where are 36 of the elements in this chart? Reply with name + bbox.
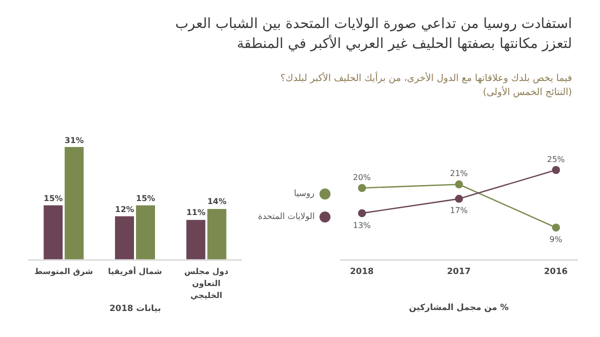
data-label: 14% bbox=[207, 197, 226, 206]
chart-title: استفادت روسيا من تداعي صورة الولايات المتحدة بين الشباب العرب لتعزز مكانتها بصفتها الحليف غير العربي الأكبر في المنطقة bbox=[174, 15, 572, 54]
x-tick-label: شرق المتوسط bbox=[33, 266, 94, 278]
x-tick-label: 2018 bbox=[350, 267, 374, 277]
data-label: 12% bbox=[115, 204, 134, 214]
x-tick-label: دول مجلس التعاون الخليجي bbox=[183, 266, 230, 302]
x-tick-label: 2016 bbox=[544, 267, 568, 277]
point bbox=[358, 209, 366, 218]
chart-subtitle: فيما يخص بلدك وعلاقاتها مع الدول الأخرى، من برأيك الحليف الأكبر لبلدك؟ (النتائج الخمس الأولى) bbox=[279, 72, 572, 100]
bar bbox=[44, 205, 63, 260]
x-tick-label: شمال أفريقيا bbox=[107, 266, 163, 278]
data-label: 17% bbox=[450, 206, 468, 216]
data-label: 11% bbox=[186, 208, 206, 218]
legend-label: الولايات المتحدة bbox=[258, 212, 315, 222]
data-label: 25% bbox=[547, 154, 565, 164]
point bbox=[455, 194, 463, 203]
data-label: 9% bbox=[550, 235, 562, 244]
bar bbox=[136, 205, 155, 260]
bar bbox=[186, 220, 206, 260]
point bbox=[552, 224, 560, 232]
x-axis-title: % من مجمل المشاركين bbox=[409, 303, 509, 313]
x-tick-label: 2017 bbox=[447, 267, 471, 277]
bar bbox=[115, 216, 134, 260]
bar bbox=[64, 147, 84, 260]
data-label: 20% bbox=[353, 172, 371, 182]
point bbox=[358, 184, 366, 192]
point bbox=[552, 166, 560, 174]
legend-label: روسيا bbox=[294, 189, 314, 199]
data-label: 21% bbox=[450, 168, 468, 178]
x-axis-title: بيانات 2018 bbox=[110, 304, 161, 314]
data-label: 31% bbox=[64, 136, 84, 144]
data-label: 15% bbox=[44, 194, 63, 203]
data-label: 13% bbox=[353, 220, 371, 230]
point bbox=[455, 180, 463, 188]
bar bbox=[207, 208, 226, 260]
data-label: 15% bbox=[136, 194, 156, 203]
